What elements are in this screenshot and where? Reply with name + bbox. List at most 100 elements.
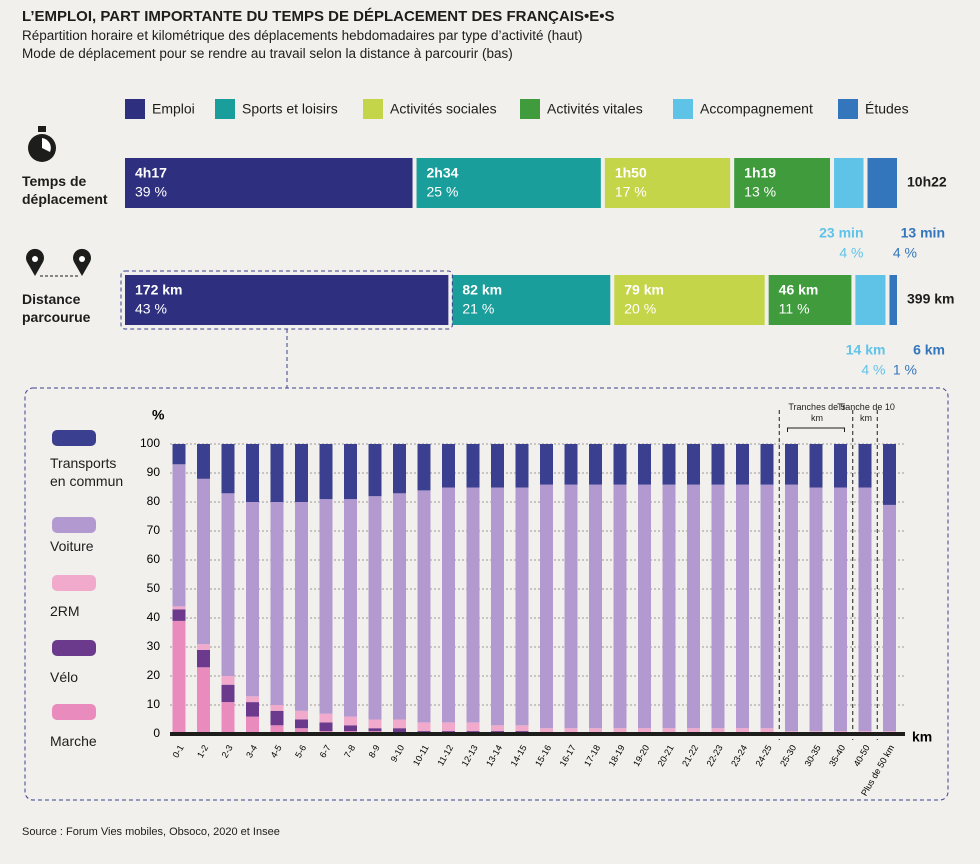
bar-segment xyxy=(319,444,333,500)
segment-share: 13 % xyxy=(744,184,776,200)
bar-segment xyxy=(221,676,235,685)
x-tick-label: 17-18 xyxy=(582,743,602,768)
x-tick-label: 0-1 xyxy=(171,743,186,759)
bar-segment xyxy=(687,484,700,729)
bar-segment xyxy=(809,487,823,732)
segment-value: 2h34 xyxy=(427,165,459,181)
legend-swatch xyxy=(673,99,693,119)
legend-label: Emploi xyxy=(152,101,195,117)
title: L’EMPLOI, PART IMPORTANTE DU TEMPS DE DÉ… xyxy=(22,8,615,25)
segment-share: 4 % xyxy=(839,245,863,261)
bar-segment xyxy=(344,716,357,726)
x-tick-label: 40-50 xyxy=(852,743,872,768)
bar-total: 10h22 xyxy=(907,174,947,190)
bar-segment xyxy=(638,728,651,734)
bar-segment xyxy=(711,484,725,729)
legend-label: Sports et loisirs xyxy=(242,101,338,117)
bar-segment xyxy=(416,158,601,208)
segment-value: 1h19 xyxy=(744,165,776,181)
annotation: Tranches de 5 km xyxy=(788,402,846,423)
legend-label: 2RM xyxy=(50,603,80,619)
bracket xyxy=(787,427,845,432)
subtitle: Répartition horaire et kilométrique des … xyxy=(22,28,583,43)
bar-segment xyxy=(246,716,259,734)
bar-segment xyxy=(834,158,864,208)
annotation: Tranche de 10 km xyxy=(837,402,895,423)
bar-segment xyxy=(785,444,798,485)
y-tick-label: 20 xyxy=(147,668,161,682)
segment-share: 39 % xyxy=(135,184,167,200)
bar-segment xyxy=(711,728,725,734)
segment-value: 172 km xyxy=(135,282,182,298)
bar-segment xyxy=(246,444,259,502)
bar-segment xyxy=(344,444,357,500)
bar-segment xyxy=(613,484,627,729)
x-tick-label: 30-35 xyxy=(803,743,823,768)
x-tick-label: 3-4 xyxy=(244,743,259,759)
segment-share: 4 % xyxy=(893,245,917,261)
bar-segment xyxy=(221,702,235,734)
bar-segment xyxy=(589,484,602,729)
bar-segment xyxy=(319,722,333,732)
y-tick-label: 50 xyxy=(147,581,161,595)
x-tick-label: 23-24 xyxy=(729,743,749,768)
bar-segment xyxy=(319,499,333,714)
bar-segment xyxy=(858,487,872,732)
bar-segment xyxy=(172,609,186,621)
bar-segment xyxy=(760,728,774,734)
x-tick-label: 18-19 xyxy=(607,743,627,768)
subtitle: Mode de déplacement pour se rendre au tr… xyxy=(22,46,513,61)
bar-segment xyxy=(889,275,897,325)
legend-label: Activités sociales xyxy=(390,101,497,117)
legend-icon xyxy=(52,517,96,533)
bar-segment xyxy=(197,667,210,734)
x-tick-label: 13-14 xyxy=(484,743,504,768)
segment-value: 14 km xyxy=(846,342,886,358)
bar-segment xyxy=(197,644,210,650)
bar-segment xyxy=(687,728,700,734)
bar-segment xyxy=(197,649,210,668)
legend-label: Vélo xyxy=(50,669,79,685)
bar-segment xyxy=(540,728,553,734)
segment-share: 25 % xyxy=(427,184,459,200)
segment-value: 82 km xyxy=(462,282,502,298)
x-tick-label: 7-8 xyxy=(342,743,357,759)
segment-share: 1 % xyxy=(893,362,917,378)
legend-swatch xyxy=(520,99,540,119)
bar-segment xyxy=(221,444,235,494)
bar-segment xyxy=(344,499,357,717)
bar-segment xyxy=(125,275,449,325)
bar-segment xyxy=(466,722,480,732)
bar-segment xyxy=(197,444,210,479)
bar-segment xyxy=(466,444,480,488)
y-tick-label: 90 xyxy=(147,465,161,479)
legend-label: Marche xyxy=(50,733,97,749)
bar-segment xyxy=(491,487,504,726)
legend-icon xyxy=(52,430,96,446)
bar-segment xyxy=(393,444,406,494)
y-tick-label: 0 xyxy=(153,726,160,740)
bar-segment xyxy=(564,484,578,729)
bar-segment xyxy=(246,696,259,703)
bar-segment xyxy=(734,158,831,208)
x-tick-label: 10-11 xyxy=(411,743,431,767)
bar-segment xyxy=(368,444,382,497)
bar-segment xyxy=(687,444,700,485)
segment-value: 1h50 xyxy=(615,165,647,181)
x-tick-label: 6-7 xyxy=(318,743,333,759)
segment-share: 43 % xyxy=(135,301,167,317)
bar-segment xyxy=(442,487,455,723)
bar-segment xyxy=(452,275,611,325)
x-tick-label: 8-9 xyxy=(367,743,382,759)
segment-share: 11 % xyxy=(779,301,810,317)
x-tick-label: 16-17 xyxy=(558,743,578,768)
bar-segment xyxy=(809,444,823,488)
y-tick-label: 100 xyxy=(140,436,160,450)
distance-label: Distance parcourue xyxy=(22,291,91,325)
bar-segment xyxy=(319,713,333,723)
legend-icon xyxy=(52,704,96,720)
x-tick-label: 9-10 xyxy=(389,743,407,764)
panel-frame xyxy=(24,387,949,801)
bar-segment xyxy=(368,719,382,729)
